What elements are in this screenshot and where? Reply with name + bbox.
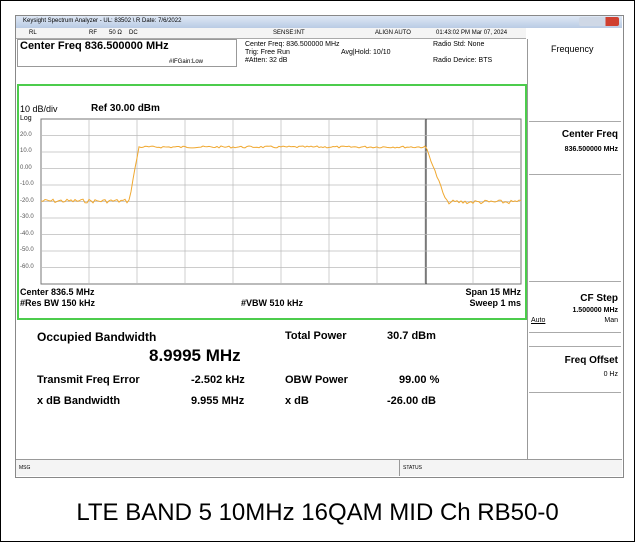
cf-step-key-value[interactable]: 1.500000 MHz <box>572 307 618 314</box>
sweep: Sweep 1 ms <box>469 298 521 308</box>
y-axis-label: -20.0 <box>20 197 34 204</box>
window-buttons <box>579 17 619 26</box>
scale: 10 dB/div <box>20 104 58 114</box>
cf-step-key-label[interactable]: CF Step <box>580 293 618 304</box>
status: STATUS <box>403 465 422 471</box>
y-axis-label: -30.0 <box>20 214 34 220</box>
freq-offset-key-label[interactable]: Freq Offset <box>564 355 618 366</box>
trace <box>40 145 522 205</box>
if-gain: #IFGain:Low <box>169 59 204 65</box>
obw-value: 8.9995 MHz <box>149 346 241 365</box>
freq-error-value: -2.502 kHz <box>191 374 245 386</box>
impedance: 50 Ω <box>109 30 122 36</box>
total-power-label: Total Power <box>285 330 347 342</box>
center-freq-key-label[interactable]: Center Freq <box>561 129 618 140</box>
center-freq-box <box>17 39 237 67</box>
xdb-bw-label: x dB Bandwidth <box>37 395 121 407</box>
cf-step-key[interactable] <box>529 281 621 333</box>
rl: RL <box>29 30 37 36</box>
atten: #Atten: 32 dB <box>245 57 288 64</box>
status-divider <box>399 460 400 476</box>
ref-level: Ref 30.00 dBm <box>91 103 160 114</box>
graph-frame <box>17 84 527 320</box>
trig: Trig: Free Run <box>245 49 290 56</box>
y-axis-label: 20.0 <box>20 131 32 138</box>
auto-option[interactable]: Auto <box>531 317 546 324</box>
title-text: Keysight Spectrum Analyzer - UL: 83502 \… <box>23 18 182 24</box>
center-freq-info: Center Freq: 836.500000 MHz <box>245 41 340 48</box>
y-axis-label: -60.0 <box>20 263 34 270</box>
obw-power-value: 99.00 % <box>399 374 440 386</box>
caption: LTE BAND 5 10MHz 16QAM MID Ch RB50-0 <box>76 499 559 526</box>
center-freq: Center Freq 836.500000 MHz <box>20 40 169 52</box>
freq-error-label: Transmit Freq Error <box>37 374 140 386</box>
xdb-bw-value: 9.955 MHz <box>191 395 245 407</box>
obw-power-label: OBW Power <box>285 374 348 386</box>
y-axis-label: -10.0 <box>20 181 34 187</box>
freq-offset-key[interactable] <box>529 346 621 393</box>
log: Log <box>20 115 32 122</box>
obw-label: Occupied Bandwidth <box>37 330 157 344</box>
rf: RF <box>89 30 97 36</box>
xdb-label: x dB <box>285 395 309 407</box>
vbw: #VBW 510 kHz <box>241 298 304 308</box>
coupling: DC <box>129 30 138 36</box>
y-axis-label: -50.0 <box>20 247 34 253</box>
xdb-value: -26.00 dB <box>387 395 436 407</box>
menu-title: Frequency <box>551 44 594 54</box>
avg-hold: Avg|Hold: 10/10 <box>341 49 391 56</box>
msg: MSG <box>19 465 31 471</box>
radio-device: Radio Device: BTS <box>433 57 493 64</box>
freq-offset-key-value[interactable]: 0 Hz <box>603 371 618 378</box>
total-power-value: 30.7 dBm <box>387 330 436 342</box>
y-axis-label: -40.0 <box>20 230 34 237</box>
menu-panel <box>527 39 623 459</box>
align: ALIGN AUTO <box>375 30 411 36</box>
y-axis-label: 10.0 <box>20 148 32 154</box>
span: Span 15 MHz <box>465 287 521 297</box>
res-bw: #Res BW 150 kHz <box>20 298 96 308</box>
title-bar <box>16 16 622 28</box>
center-freq-key[interactable] <box>529 121 621 175</box>
datetime: 01:43:02 PM Mar 07, 2024 <box>436 30 508 36</box>
sense: SENSE:INT <box>273 30 305 36</box>
center-label: Center 836.5 MHz <box>20 287 95 297</box>
status-bar <box>16 459 622 476</box>
radio-std: Radio Std: None <box>433 41 485 48</box>
center-freq-key-value[interactable]: 836.500000 MHz <box>564 146 618 153</box>
man-option[interactable]: Man <box>604 317 618 324</box>
y-axis-label: 0.00 <box>20 164 32 171</box>
toolbar <box>16 28 526 39</box>
